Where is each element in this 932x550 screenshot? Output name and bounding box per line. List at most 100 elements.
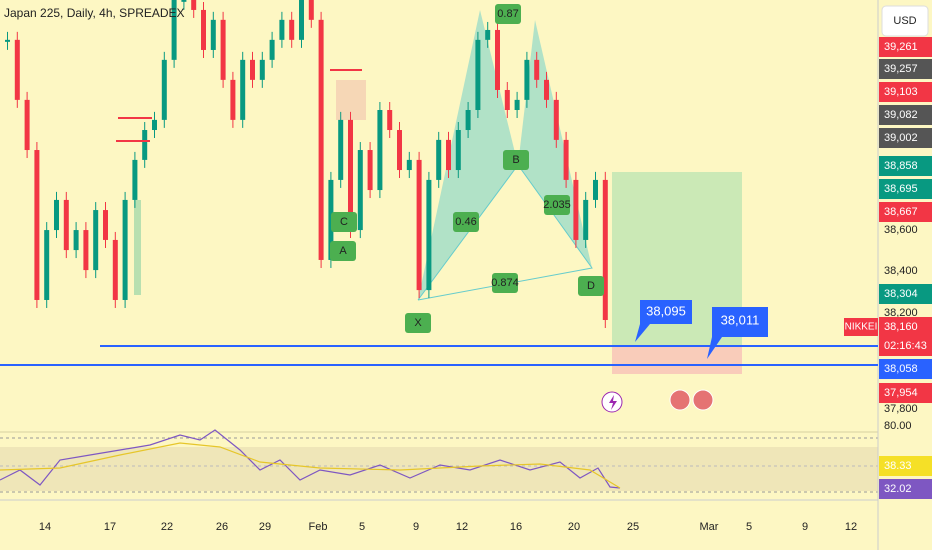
price-tag xyxy=(879,284,932,304)
candle xyxy=(161,59,167,120)
candle xyxy=(289,19,295,40)
candle xyxy=(14,39,20,100)
price-label: 38.33 xyxy=(884,460,912,472)
candle xyxy=(63,199,69,251)
candle xyxy=(210,19,216,50)
candle xyxy=(259,59,265,80)
candle xyxy=(465,110,471,131)
currency-button[interactable] xyxy=(881,5,929,37)
us-event[interactable] xyxy=(692,389,714,411)
candle xyxy=(563,139,569,180)
time-label: 25 xyxy=(627,521,639,533)
candle xyxy=(44,230,50,300)
candle xyxy=(514,99,520,110)
price-label: 39,082 xyxy=(884,109,918,121)
candle xyxy=(5,39,10,42)
pattern-box xyxy=(578,276,604,296)
zone xyxy=(134,200,141,295)
price-label: 38,400 xyxy=(884,265,918,277)
candle xyxy=(299,0,304,40)
candle xyxy=(24,99,30,151)
candle xyxy=(54,199,59,231)
candle xyxy=(103,210,108,240)
pattern-box xyxy=(495,4,521,24)
candles xyxy=(5,0,608,328)
time-label: 9 xyxy=(802,521,808,533)
pattern-label: B xyxy=(512,154,519,166)
candle xyxy=(122,199,128,300)
candle xyxy=(152,119,157,131)
pattern-box xyxy=(503,150,529,170)
candle xyxy=(504,89,510,110)
pattern-box xyxy=(453,212,479,232)
pattern-label: 0.46 xyxy=(455,216,476,228)
candle xyxy=(191,0,197,10)
candle xyxy=(318,19,324,260)
time-label: 26 xyxy=(216,521,228,533)
candle xyxy=(269,39,275,60)
candle xyxy=(181,0,187,2)
candle xyxy=(446,139,451,171)
price-tag xyxy=(879,383,932,403)
time-label: 20 xyxy=(568,521,580,533)
symbol-tag xyxy=(844,318,878,336)
candle xyxy=(73,230,79,251)
candle xyxy=(573,179,579,240)
candle xyxy=(230,79,236,120)
price-tag xyxy=(879,105,932,125)
price-label: 39,002 xyxy=(884,132,918,144)
candle xyxy=(583,199,589,240)
candle xyxy=(475,39,481,110)
price-label: 38,160 xyxy=(884,321,918,333)
price-label: 38,058 xyxy=(884,363,918,375)
price-tag xyxy=(879,317,932,337)
candle xyxy=(357,150,363,231)
candle xyxy=(544,79,549,100)
time-label: 12 xyxy=(845,521,857,533)
callout xyxy=(707,307,768,359)
us-event[interactable] xyxy=(669,389,691,411)
pattern-box xyxy=(331,212,357,232)
price-label: 38,858 xyxy=(884,160,918,172)
price-label: 39,257 xyxy=(884,63,918,75)
pattern-label: 0.874 xyxy=(491,277,519,289)
candle xyxy=(602,179,608,320)
candle xyxy=(593,179,598,200)
time-label: 22 xyxy=(161,521,173,533)
callout-text: 38,011 xyxy=(721,312,760,327)
candle xyxy=(553,99,559,140)
pattern-box xyxy=(330,241,356,261)
time-label: 5 xyxy=(359,521,365,533)
pattern-label: 0.87 xyxy=(497,8,518,20)
pattern-label: A xyxy=(339,245,347,257)
candle xyxy=(220,19,226,80)
candle xyxy=(348,119,353,231)
price-tag xyxy=(879,59,932,79)
time-label: 14 xyxy=(39,521,51,533)
candle xyxy=(93,210,99,271)
currency[interactable]: USD xyxy=(893,15,916,27)
callout xyxy=(635,300,692,342)
time-label: Feb xyxy=(309,521,328,533)
candle xyxy=(436,139,442,180)
pattern-label: X xyxy=(414,317,422,329)
candle xyxy=(112,239,118,300)
price-label: 38,667 xyxy=(884,206,918,218)
candle xyxy=(416,159,422,291)
price-tag xyxy=(879,156,932,176)
price-label: 39,261 xyxy=(884,41,918,53)
candle xyxy=(495,29,500,90)
candle xyxy=(201,9,206,50)
candle xyxy=(132,159,138,200)
pattern-box xyxy=(492,273,518,293)
candle xyxy=(250,59,255,80)
candle xyxy=(455,130,461,171)
candle xyxy=(534,59,540,80)
price-label: 37,954 xyxy=(884,387,918,399)
callout-text: 38,095 xyxy=(646,303,686,318)
price-label: 32.02 xyxy=(884,483,912,495)
price-tag xyxy=(879,37,932,57)
candle xyxy=(83,230,89,271)
candle xyxy=(338,119,344,180)
